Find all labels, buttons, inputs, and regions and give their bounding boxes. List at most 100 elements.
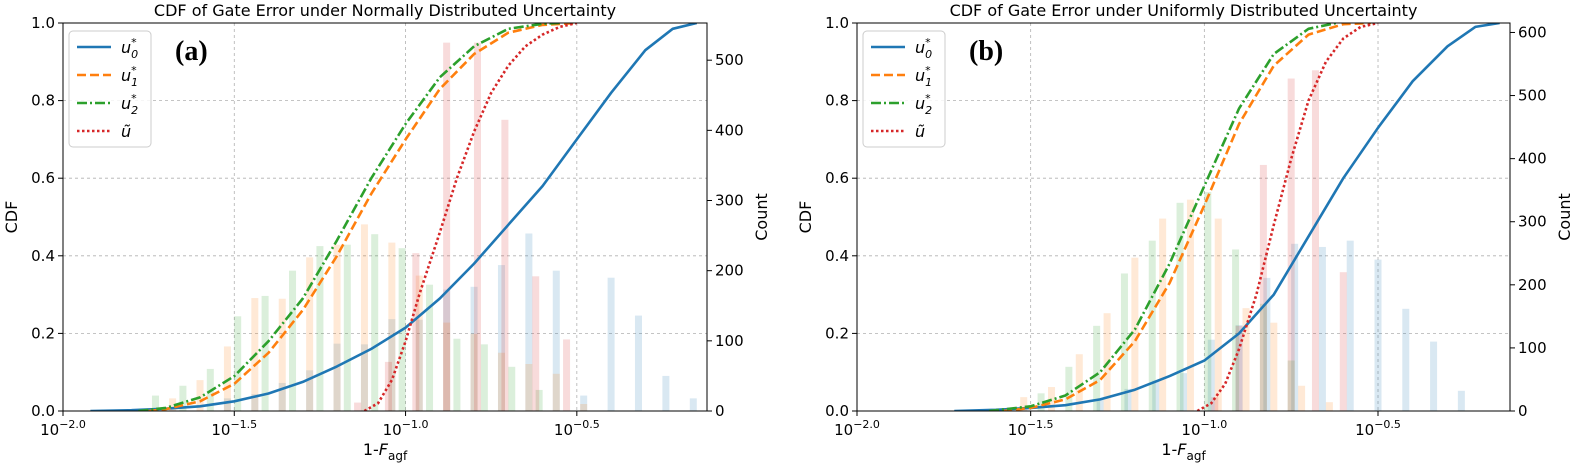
legend-entry-sup: * [131,64,137,77]
histogram-bar-u2* [151,395,159,411]
histogram-bar-u0* [1152,380,1160,411]
histogram-bar-ũ [1311,70,1319,411]
y-right-tick-label: 500 [715,51,744,69]
y-tick-label: 0.4 [825,247,849,265]
histogram-bar-u0* [443,289,451,411]
y-right-tick-label: 100 [1518,339,1547,357]
legend-entry-base: u [915,94,925,113]
x-tick-base: 10 [554,421,573,439]
histogram-bar-u0* [580,395,588,411]
legend-entry: u2* [915,92,932,117]
x-tick-exp: −1.5 [230,418,257,431]
x-axis-label-main: 1- [363,440,379,459]
histogram-bar-u1* [278,298,286,411]
histogram-bar-ũ [1259,164,1267,411]
y-right-tick-label: 200 [1518,276,1547,294]
histogram-group [151,42,697,411]
legend-box [68,30,152,148]
histogram-bar-ũ [443,42,451,411]
histogram-bar-u0* [470,286,478,411]
y-tick-label: 0.4 [31,247,55,265]
legend-entry-sub: 1 [925,76,932,89]
legend-entry-sub: 0 [131,48,138,61]
legend-entry-sub: 2 [131,104,138,117]
histogram-bar-u1* [223,346,231,411]
histogram-bar-u2* [261,295,269,411]
legend-entry-sup: * [131,92,137,105]
y-right-tick-label: 300 [715,192,744,210]
y-tick-label: 0.8 [825,92,849,110]
chart-title: CDF of Gate Error under Uniformly Distri… [950,1,1418,20]
histogram-bar-u2* [289,270,297,411]
legend-entry-base: ũ [915,122,925,141]
histogram-bar-ũ [532,276,540,411]
x-tick-base: 10 [1181,421,1200,439]
histogram-bar-u2* [234,316,242,411]
y-tick-label: 0.2 [825,324,849,342]
histogram-bar-u1* [1242,308,1250,411]
x-tick-label: 10−0.5 [1355,418,1401,439]
x-tick-base: 10 [40,421,59,439]
y-tick-label: 0.6 [825,169,849,187]
legend-entry-base: u [121,94,131,113]
histogram-bar-u2* [480,344,488,411]
x-axis-label: 1-Fagf [1161,440,1206,463]
chart-title: CDF of Gate Error under Normally Distrib… [154,1,616,20]
legend-entry-sub: 2 [925,104,932,117]
chart-panel-a: 10−2.0 10−1.5 10−1.0 10−0.50.00.20.40.60.81… [2,1,771,463]
histogram-bar-u0* [607,277,615,411]
histogram-bar-ũ [1235,325,1243,411]
x-tick-exp: −1.0 [402,418,429,431]
histogram-bar-ũ [1211,397,1219,411]
legend-entry-base: u [915,38,925,57]
x-tick-label: 10−2.0 [834,418,880,439]
histogram-bar-u1* [580,403,588,411]
y-tick-label: 0.0 [825,402,849,420]
panel-label: (b) [969,36,1003,67]
legend-entry-base: u [121,66,131,85]
histogram-bar-u2* [1204,192,1212,411]
histogram-bar-u1* [196,380,204,411]
histogram-bar-u0* [1124,388,1132,411]
histogram-bar-u2* [1093,325,1101,411]
y-axis-label: CDF [2,201,21,234]
histogram-bar-u1* [470,333,478,411]
x-tick-exp: −1.0 [1201,418,1228,431]
histogram-bar-u2* [343,244,351,411]
histogram-bar-u1* [169,398,177,411]
histogram-bar-u1* [1131,257,1139,411]
histogram-bar-u0* [1180,373,1187,411]
histogram-bar-u2* [453,338,461,411]
legend-entry-sup: * [925,92,931,105]
histogram-bar-u1* [1325,402,1333,411]
histogram-bar-u0* [388,319,396,411]
histogram-bar-u1* [415,275,423,411]
histogram-bar-u1* [443,322,451,411]
y-tick-label: 0.2 [31,324,55,342]
histogram-bar-u0* [1457,390,1465,411]
legend-entry: ũ [915,122,925,141]
y-tick-label: 0.8 [31,92,55,110]
histogram-bar-u2* [1037,393,1045,411]
histogram-bar-ũ [1339,272,1347,411]
legend-entry: u1* [121,64,138,89]
histogram-bar-u1* [525,363,533,411]
histogram-bar-u2* [535,389,543,411]
histogram-bar-u0* [1374,259,1382,411]
histogram-bar-u1* [360,224,368,411]
x-tick-label: 10−2.0 [40,418,86,439]
histogram-bar-u1* [1270,322,1278,411]
y-tick-label: 0.0 [31,402,55,420]
legend-entry: u1* [915,64,932,89]
histogram-bar-u0* [1207,339,1215,411]
histogram-group [1020,70,1465,411]
y-axis-label: CDF [796,201,815,234]
histogram-bar-ũ [473,42,481,411]
histogram-bar-u1* [388,242,396,411]
y-tick-label: 1.0 [825,14,849,32]
cdf-line-u1* [1002,23,1372,411]
histogram-bar-u1* [552,373,560,411]
y-right-tick-label: 300 [1518,213,1547,231]
histogram-bar-u0* [360,344,368,411]
histogram-bar-u0* [1291,243,1299,411]
